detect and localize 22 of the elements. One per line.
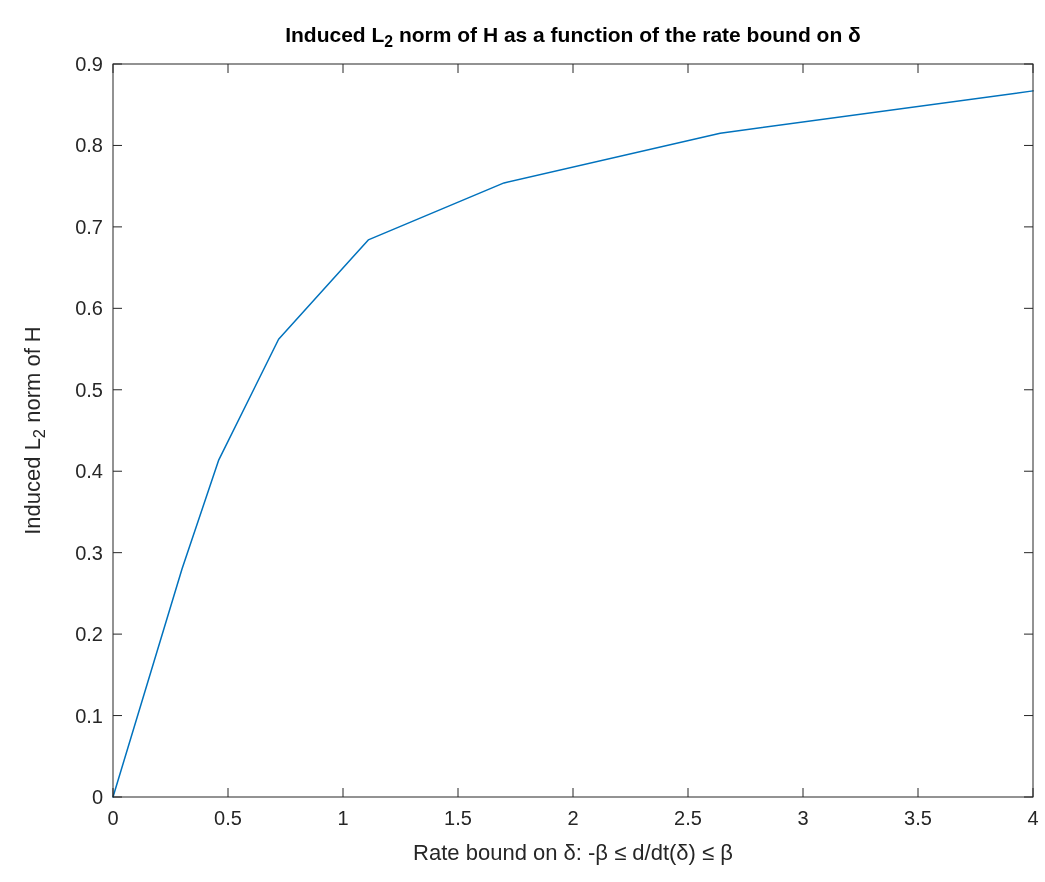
y-tick-label: 0.9 <box>75 53 103 75</box>
line-series <box>112 90 1034 798</box>
x-axis-title: Rate bound on δ: -β ≤ d/dt(δ) ≤ β <box>413 840 733 865</box>
y-tick-label: 0 <box>91 786 103 808</box>
y-tick-label: 0.8 <box>75 134 103 157</box>
x-tick-label: 3.5 <box>904 807 932 829</box>
x-tick-label: 2 <box>567 807 579 829</box>
x-tick-label: 1 <box>337 807 349 829</box>
y-tick-label: 0.4 <box>75 460 103 483</box>
x-tick-label: 4 <box>1027 807 1039 829</box>
y-tick-label: 0.3 <box>75 541 103 564</box>
y-tick-label: 0.5 <box>75 378 103 401</box>
chart-title: Induced L$_{2}$ norm of H as a function of the rate bound on δ <box>285 23 861 50</box>
y-tick-label: 0.1 <box>75 704 103 727</box>
x-tick-label: 2.5 <box>674 807 702 829</box>
y-tick-label: 0.6 <box>75 297 103 320</box>
x-tick-label: 3 <box>797 807 809 829</box>
x-tick-label: 1.5 <box>444 807 472 829</box>
x-tick-label: 0.5 <box>214 807 242 829</box>
y-tick-label: 0.7 <box>75 215 103 238</box>
x-tick-label: 0 <box>107 807 119 829</box>
y-tick-label: 0.2 <box>75 623 103 646</box>
